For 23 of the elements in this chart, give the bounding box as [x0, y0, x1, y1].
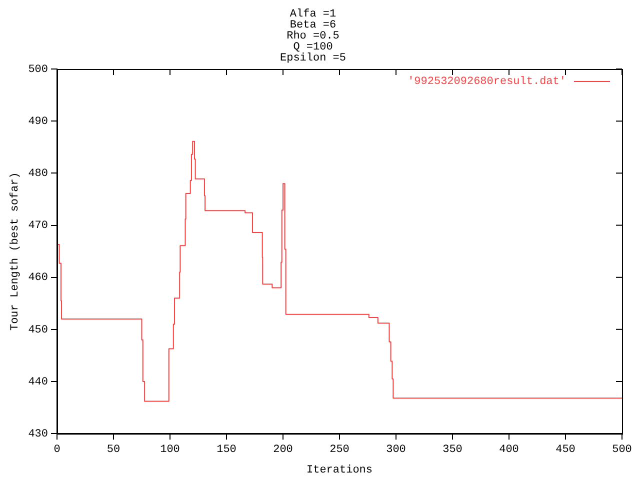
x-tick-label: 500 — [612, 444, 632, 456]
y-tick-label: 460 — [28, 272, 48, 284]
x-tick-label: 100 — [160, 444, 180, 456]
y-tick-label: 490 — [28, 116, 48, 128]
chart-title: Alfa =1 Beta =6 Rho =0.5 Q =100 Epsilon =5 — [280, 8, 346, 64]
y-tick-label: 500 — [28, 64, 48, 76]
x-tick-label: 350 — [442, 444, 462, 456]
x-tick-label: 150 — [216, 444, 236, 456]
x-tick-label: 200 — [273, 444, 293, 456]
y-tick-label: 430 — [28, 428, 48, 441]
x-tick-label: 250 — [330, 444, 350, 456]
y-axis-title: Tour Length (best sofar) — [10, 172, 22, 331]
legend-label: '992532092680result.dat' — [408, 76, 566, 88]
y-tick-label: 440 — [28, 376, 48, 388]
x-tick-label: 450 — [556, 444, 576, 456]
x-tick-label: 300 — [386, 444, 406, 456]
x-tick-label: 0 — [54, 444, 60, 456]
y-tick-label: 470 — [28, 220, 48, 232]
y-tick-label: 450 — [28, 324, 48, 336]
x-tick-label: 50 — [106, 444, 120, 456]
x-tick-label: 400 — [499, 444, 519, 456]
y-tick-label: 480 — [28, 168, 48, 180]
x-axis-title: Iterations — [306, 464, 373, 476]
